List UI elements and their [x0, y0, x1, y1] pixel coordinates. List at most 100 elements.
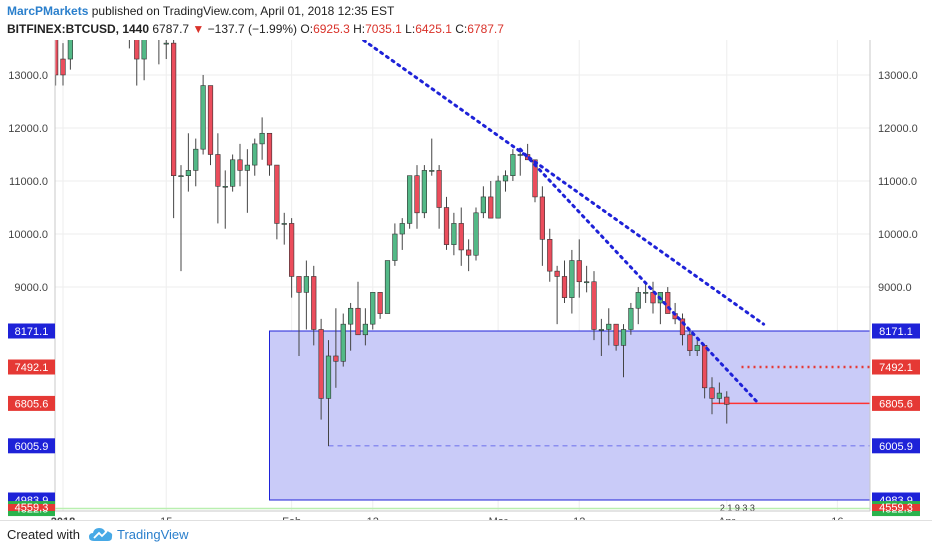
- y-tick-label: 9000.0: [878, 282, 912, 294]
- open-value: 6925.3: [313, 22, 350, 36]
- published-text: published on TradingView.com, April 01, …: [91, 4, 395, 18]
- price-tag-right-text: 6805.6: [879, 398, 913, 410]
- last-price: 6787.7: [152, 22, 190, 36]
- created-with-text: Created with: [7, 527, 80, 542]
- candle-body: [687, 334, 693, 351]
- footer: Created with TradingView: [0, 520, 932, 551]
- candlestick-series: [55, 40, 730, 447]
- candle-body: [414, 175, 420, 214]
- candle-body: [517, 154, 523, 156]
- events-badge[interactable]: 2 1 9 3 3: [631, 503, 755, 520]
- price-tag-right: [872, 323, 920, 339]
- high-value: 7035.1: [365, 22, 402, 36]
- candle-body: [370, 292, 376, 325]
- candle-body: [200, 85, 206, 150]
- candle-body: [613, 323, 619, 346]
- y-tick-label: 12000.0: [8, 123, 48, 135]
- candle-body: [480, 196, 486, 214]
- candle-body: [584, 281, 590, 284]
- candle-body: [466, 249, 472, 256]
- candle-body: [495, 180, 501, 219]
- price-tag-right-partial: [872, 504, 920, 511]
- y-tick-label: 9000.0: [14, 282, 48, 294]
- candle-body: [569, 260, 575, 298]
- candle-body: [443, 207, 450, 245]
- y-tick-label: 12000.0: [878, 123, 918, 135]
- price-tag-left: [8, 359, 55, 375]
- price-tag-right-text: 7492.1: [879, 362, 913, 374]
- candle-body: [171, 42, 177, 176]
- candle-body: [289, 223, 295, 277]
- candle-body: [60, 58, 66, 76]
- candle-body: [694, 345, 700, 351]
- symbol-label: BITFINEX:BTCUSD, 1440: [7, 22, 150, 36]
- price-chart[interactable]: 2 1 9 3 3 15000.014000.013000.012000.011…: [0, 40, 932, 520]
- x-tick-label: 12: [573, 516, 585, 520]
- candle-body: [274, 164, 280, 224]
- candle-body: [716, 392, 722, 399]
- candle-body: [576, 260, 582, 283]
- price-tag-right-partial-text: 4559.3: [879, 502, 913, 514]
- y-tick-label: 10000.0: [8, 229, 48, 241]
- candle-body: [333, 355, 339, 362]
- time-axis[interactable]: 2018 15 Feb 12 Mar 12 Apr 16: [51, 516, 844, 520]
- y-tick-label: 13000.0: [878, 70, 918, 82]
- candle-body: [311, 276, 317, 330]
- price-tag-left-text: 6005.9: [15, 441, 49, 453]
- close-label: C:: [455, 22, 468, 36]
- candle-body: [702, 345, 708, 389]
- tradingview-cloud-icon: [89, 528, 113, 541]
- candle-body: [591, 281, 597, 330]
- y-tick-label: 11000.0: [878, 176, 917, 188]
- x-tick-label: Mar: [489, 516, 508, 520]
- left-price-axis[interactable]: 15000.014000.013000.012000.011000.010000…: [8, 40, 55, 517]
- candle-body: [163, 42, 169, 45]
- x-tick-label: Apr: [718, 516, 735, 520]
- ohlc-line: BITFINEX:BTCUSD, 1440 6787.7 ▼ −137.7 (−…: [7, 22, 504, 36]
- support-zone: [269, 330, 870, 501]
- price-tag-right: [872, 395, 920, 411]
- candle-body: [510, 154, 516, 176]
- candle-body: [488, 196, 494, 219]
- open-label: O:: [300, 22, 314, 36]
- candle-body: [635, 292, 641, 309]
- low-label: L:: [405, 22, 416, 36]
- candle-body: [193, 148, 199, 171]
- candle-body: [134, 40, 140, 60]
- candle-body: [340, 323, 346, 362]
- candle-body: [429, 170, 435, 172]
- down-arrow-icon: ▼: [192, 22, 205, 36]
- candle-body: [709, 387, 715, 399]
- price-tag-left: [8, 438, 55, 454]
- tradingview-link[interactable]: TradingView: [117, 527, 189, 542]
- y-tick-label: 10000.0: [878, 229, 918, 241]
- price-tag-right-text: 6005.9: [879, 441, 913, 453]
- candle-body: [215, 154, 221, 187]
- candle-body: [296, 276, 302, 293]
- price-tag-left-text: 8171.1: [15, 326, 49, 338]
- candle-body: [325, 355, 332, 399]
- right-price-axis[interactable]: 15000.014000.013000.012000.011000.010000…: [872, 40, 920, 517]
- candle-body: [266, 132, 273, 166]
- candle-body: [348, 307, 354, 325]
- candle-body: [502, 175, 509, 182]
- price-tag-left: [8, 323, 55, 339]
- candle-body: [244, 164, 250, 171]
- high-label: H:: [353, 22, 366, 36]
- candle-body: [436, 170, 442, 208]
- price-tag-left-partial-text: 4559.3: [15, 502, 49, 514]
- candle-body: [554, 270, 560, 277]
- price-tag-left-text: 6805.6: [15, 398, 49, 410]
- price-tag-left-partial: [8, 504, 55, 511]
- candle-body: [252, 143, 258, 166]
- candle-body: [399, 223, 405, 235]
- author-link[interactable]: MarcPMarkets: [7, 4, 89, 18]
- candle-body: [532, 159, 538, 198]
- candle-body: [237, 159, 243, 171]
- candle-body: [606, 323, 612, 330]
- candle-body: [421, 170, 427, 214]
- candle-body: [620, 329, 627, 346]
- plot-area[interactable]: 2 1 9 3 3: [34, 40, 882, 520]
- candle-body: [598, 329, 604, 331]
- candle-body: [318, 329, 324, 399]
